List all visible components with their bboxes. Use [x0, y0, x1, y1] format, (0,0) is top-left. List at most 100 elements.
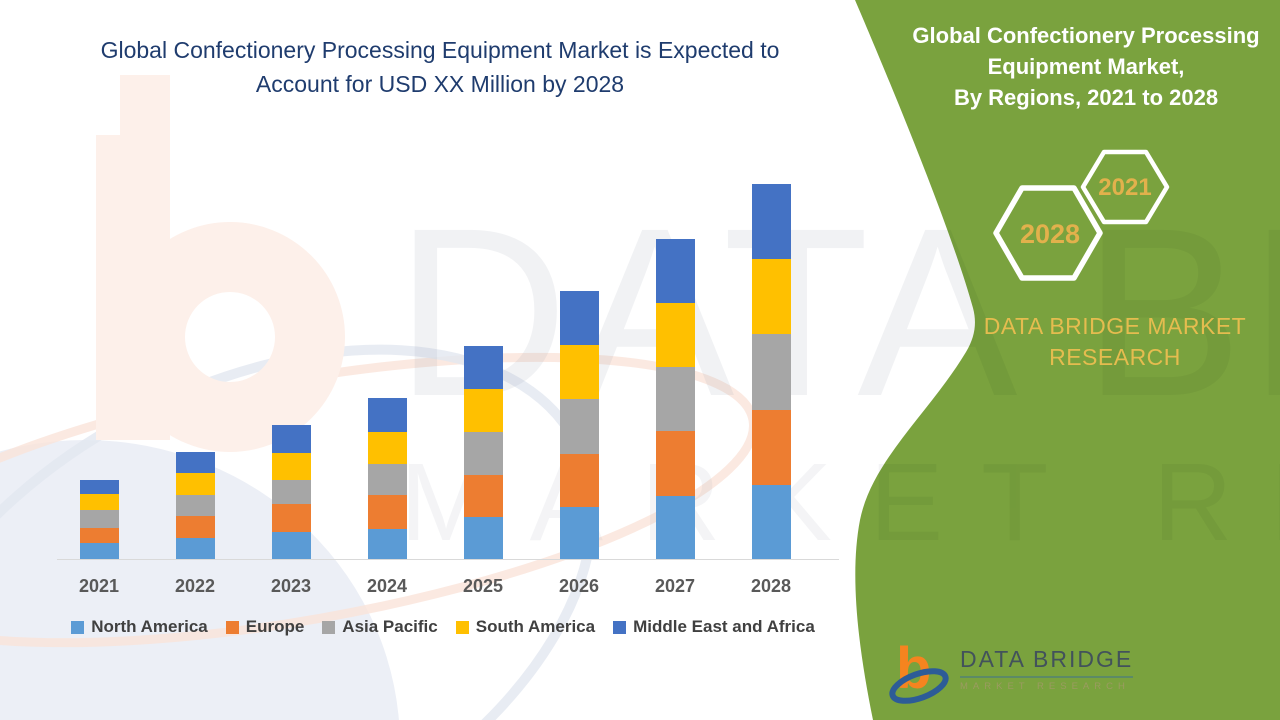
chart-legend: North America Europe Asia Pacific South Ame…	[48, 617, 838, 637]
legend-item-south-america: South America	[455, 617, 596, 637]
bar-segment-2024-asia-pacific	[367, 464, 407, 495]
data-bridge-logo-icon: b	[889, 636, 949, 704]
x-axis-line	[57, 559, 839, 560]
bar-segment-2027-south-america	[655, 303, 695, 367]
watermark-b-logo	[96, 75, 345, 452]
bar-2027	[655, 239, 695, 559]
x-axis-label-2021: 2021	[78, 576, 120, 596]
legend-label: Middle East and Africa	[633, 617, 815, 636]
bar-segment-2023-europe	[271, 504, 311, 532]
bar-segment-2026-middle-east-and-africa	[559, 291, 599, 345]
legend-label: Europe	[245, 617, 305, 636]
bar-segment-2028-south-america	[751, 259, 791, 334]
bar-segment-2027-europe	[655, 431, 695, 496]
logo-orbit-swoosh	[889, 668, 949, 704]
legend-swatch-icon	[613, 620, 627, 634]
panel-title: Global Confectionery Processing Equipmen…	[905, 20, 1267, 113]
bar-segment-2028-north-america	[751, 485, 791, 559]
logo-b-mark: b	[896, 636, 931, 701]
legend-item-middle-east-and-africa: Middle East and Africa	[613, 617, 815, 637]
bar-segment-2022-south-america	[175, 473, 215, 495]
svg-text:MARKET RESEARCH: MARKET RESEARCH	[400, 441, 1280, 564]
bar-segment-2022-asia-pacific	[175, 495, 215, 516]
legend-item-asia-pacific: Asia Pacific	[322, 617, 438, 637]
bar-segment-2022-middle-east-and-africa	[175, 452, 215, 473]
legend-item-north-america: North America	[71, 617, 208, 637]
x-axis-label-2024: 2024	[366, 576, 408, 596]
legend-label: South America	[475, 617, 596, 636]
x-axis-label-2022: 2022	[174, 576, 216, 596]
bar-segment-2025-north-america	[463, 517, 503, 559]
logo-text: DATA BRIDGE MARKET RESEARCH	[960, 636, 1134, 692]
bar-2024	[367, 398, 407, 559]
bar-segment-2027-north-america	[655, 496, 695, 559]
hexagon-2028	[993, 185, 1103, 281]
bar-2025	[463, 346, 503, 559]
bar-segment-2021-europe	[79, 528, 119, 543]
legend-swatch-icon	[225, 620, 239, 634]
bar-segment-2023-north-america	[271, 532, 311, 559]
hexagon-2028-label: 2028	[1019, 219, 1081, 249]
chart-title-line1: Global Confectionery Processing Equipmen…	[100, 37, 780, 63]
bar-segment-2028-middle-east-and-africa	[751, 184, 791, 259]
legend-label: North America	[91, 617, 208, 636]
bar-segment-2025-asia-pacific	[463, 432, 503, 475]
bar-segment-2027-middle-east-and-africa	[655, 239, 695, 303]
bar-segment-2026-asia-pacific	[559, 399, 599, 454]
bar-segment-2027-asia-pacific	[655, 367, 695, 431]
chart-title-line2: Account for USD XX Million by 2028	[255, 71, 625, 97]
chart-title: Global Confectionery Processing Equipmen…	[50, 33, 830, 101]
legend-swatch-icon	[455, 620, 469, 634]
bar-2021	[79, 480, 119, 559]
bar-segment-2022-north-america	[175, 538, 215, 559]
legend-label: Asia Pacific	[342, 617, 438, 636]
brand-caption: DATA BRIDGE MARKET RESEARCH	[940, 311, 1280, 373]
x-axis-label-2025: 2025	[462, 576, 504, 596]
bar-segment-2021-north-america	[79, 543, 119, 559]
x-axis-label-2028: 2028	[750, 576, 792, 596]
bar-2023	[271, 425, 311, 559]
bar-segment-2022-europe	[175, 516, 215, 538]
bar-2026	[559, 291, 599, 559]
bar-segment-2024-middle-east-and-africa	[367, 398, 407, 432]
bar-segment-2025-south-america	[463, 389, 503, 432]
bar-segment-2023-middle-east-and-africa	[271, 425, 311, 453]
green-panel	[855, 0, 1280, 720]
panel-title-line1: Global Confectionery Processing	[912, 23, 1260, 48]
bar-segment-2021-south-america	[79, 494, 119, 510]
bar-segment-2026-north-america	[559, 507, 599, 559]
logo-brand-name: DATA BRIDGE	[960, 646, 1134, 678]
panel-title-line2: Equipment Market,	[987, 54, 1185, 79]
x-axis-label-2026: 2026	[558, 576, 600, 596]
bar-segment-2021-middle-east-and-africa	[79, 480, 119, 494]
brand-caption-line1: DATA BRIDGE MARKET	[983, 313, 1247, 339]
panel-title-line3: By Regions, 2021 to 2028	[953, 85, 1219, 110]
bar-segment-2023-south-america	[271, 453, 311, 480]
bar-segment-2023-asia-pacific	[271, 480, 311, 504]
brand-caption-line2: RESEARCH	[1049, 344, 1181, 370]
data-bridge-logo: b DATA BRIDGE MARKET RESEARCH	[888, 636, 1134, 706]
bar-segment-2026-south-america	[559, 345, 599, 399]
bar-2022	[175, 452, 215, 559]
bar-segment-2024-south-america	[367, 432, 407, 464]
bar-segment-2025-middle-east-and-africa	[463, 346, 503, 389]
legend-item-europe: Europe	[225, 617, 305, 637]
legend-swatch-icon	[322, 620, 336, 634]
hexagon-2021	[1080, 149, 1170, 225]
x-axis-label-2027: 2027	[654, 576, 696, 596]
bar-segment-2021-asia-pacific	[79, 510, 119, 528]
bar-2028	[751, 184, 791, 559]
bar-segment-2026-europe	[559, 454, 599, 507]
bar-segment-2024-europe	[367, 495, 407, 529]
x-axis-label-2023: 2023	[270, 576, 312, 596]
bar-segment-2025-europe	[463, 475, 503, 517]
logo-tagline: MARKET RESEARCH	[960, 681, 1130, 692]
legend-swatch-icon	[71, 620, 85, 634]
bar-segment-2028-asia-pacific	[751, 334, 791, 410]
hexagon-2021-label: 2021	[1098, 174, 1152, 201]
bar-segment-2024-north-america	[367, 529, 407, 559]
bar-segment-2028-europe	[751, 410, 791, 485]
